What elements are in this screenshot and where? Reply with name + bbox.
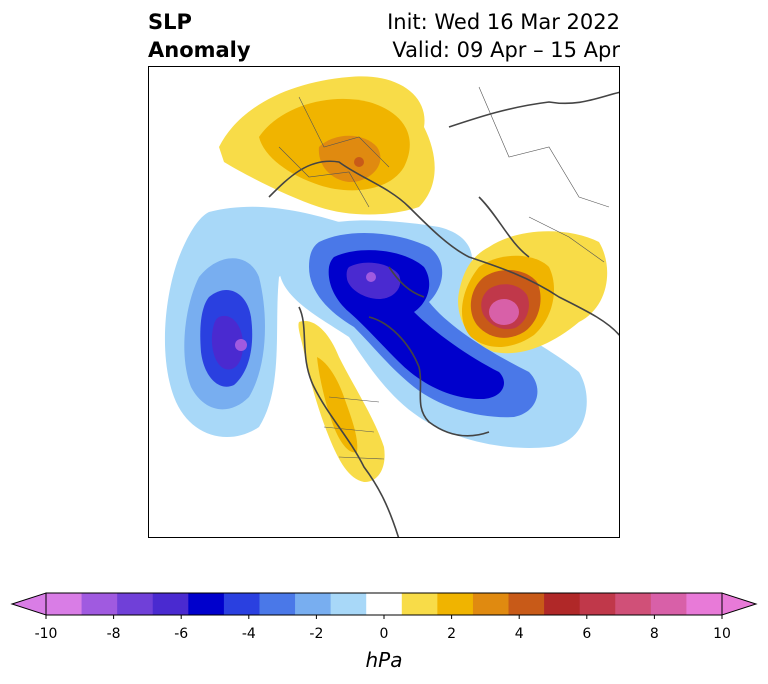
colorbar-tick-label: 0	[379, 626, 389, 642]
colorbar-swatch	[117, 593, 154, 615]
colorbar-tick-label: -4	[241, 626, 256, 642]
coastlines	[268, 91, 619, 537]
title-line-2: Anomaly	[148, 38, 251, 62]
colorbar-tick-label: 2	[447, 626, 457, 642]
colorbar-swatch	[650, 593, 687, 615]
colorbar-swatch	[223, 593, 260, 615]
colorbar-swatch	[295, 593, 332, 615]
valid-range: Valid: 09 Apr – 15 Apr	[392, 38, 620, 62]
colorbar-tick-label: -6	[174, 626, 189, 642]
colorbar-swatch	[259, 593, 296, 615]
map-canvas	[164, 76, 619, 537]
colorbar-swatch	[46, 593, 83, 615]
colorbar-swatch	[472, 593, 510, 615]
positive-anomaly-europe-core	[318, 135, 381, 183]
colorbar-tick-label: 10	[713, 626, 731, 642]
colorbar-tick-label: -8	[106, 626, 121, 642]
colorbar-swatch	[330, 593, 367, 615]
colorbar-swatch	[544, 593, 581, 615]
colorbar-swatch	[366, 593, 403, 615]
colorbar-tick-label: 4	[514, 626, 524, 642]
colorbar-swatch	[81, 593, 118, 615]
colorbar-swatch	[401, 593, 438, 615]
colorbar-swatch	[686, 593, 723, 615]
positive-anomaly-europe-max	[354, 157, 364, 167]
colorbar-tick-label: -10	[34, 626, 58, 642]
colorbar-unit: hPa	[365, 648, 403, 672]
colorbar-swatch	[579, 593, 616, 615]
map-title: SLP Anomaly	[148, 8, 251, 64]
positive-anomaly-east-max	[489, 299, 519, 325]
colorbar-tick-label: 6	[582, 626, 592, 642]
colorbar-extend-high	[721, 592, 758, 616]
colorbar-swatch	[188, 593, 225, 615]
colorbar	[10, 592, 758, 619]
colorbar-swatch	[152, 593, 189, 615]
negative-anomaly-arctic-min	[366, 272, 376, 282]
colorbar-swatch	[437, 593, 474, 615]
negative-anomaly-pacific-core	[211, 315, 243, 370]
colorbar-extend-low	[10, 592, 47, 616]
colorbar-swatch	[508, 593, 545, 615]
colorbar-tick-label: -2	[309, 626, 324, 642]
positive-anomaly-north-america-inner	[317, 357, 358, 453]
title-line-1: SLP	[148, 10, 192, 34]
borders	[278, 86, 610, 460]
colorbar-tick-label: 8	[649, 626, 659, 642]
colorbar-swatch	[615, 593, 652, 615]
init-date: Init: Wed 16 Mar 2022	[387, 10, 620, 34]
negative-anomaly-pacific-min	[235, 339, 247, 351]
anomaly-map	[148, 66, 620, 538]
run-info: Init: Wed 16 Mar 2022 Valid: 09 Apr – 15…	[387, 8, 620, 64]
